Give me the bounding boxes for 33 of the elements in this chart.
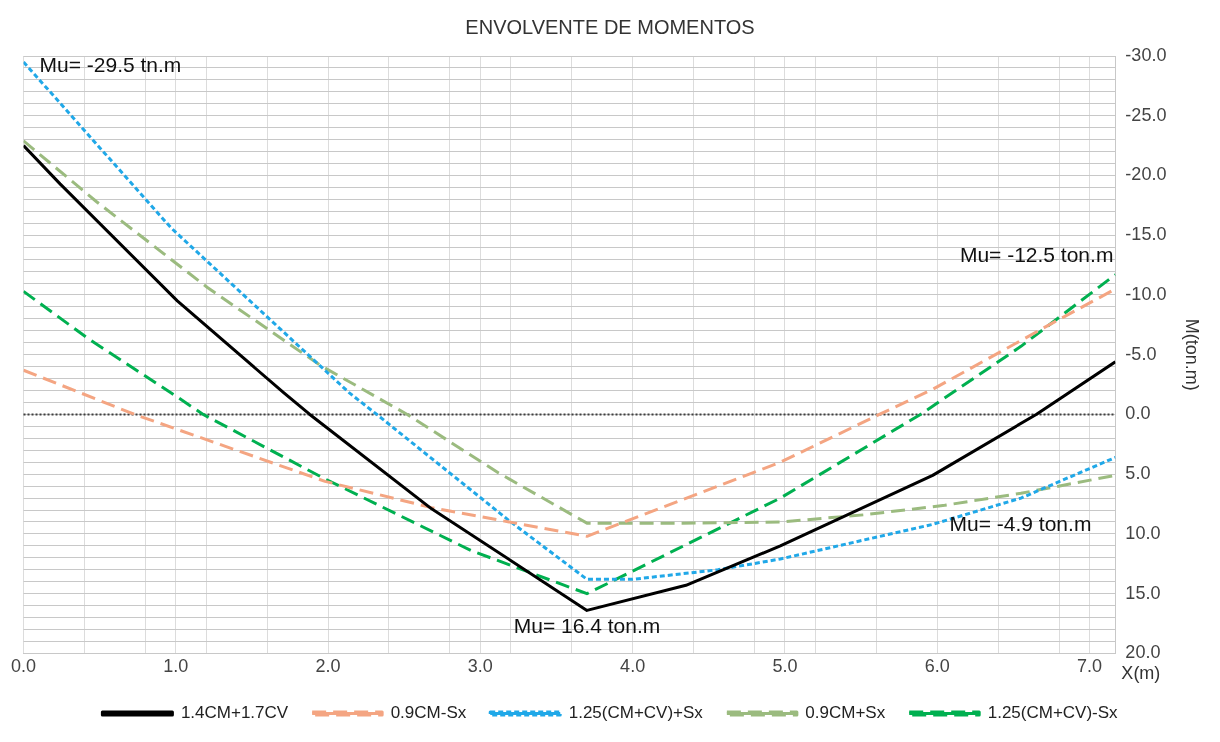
- y-tick-label: 0.0: [1125, 403, 1151, 424]
- annotation: Mu= -12.5 ton.m: [959, 242, 1114, 266]
- y-tick-label: -15.0: [1125, 224, 1167, 245]
- y-tick-label: -10.0: [1125, 283, 1167, 304]
- annotation: Mu= -4.9 ton.m: [949, 511, 1092, 535]
- legend-label: 0.9CM+Sx: [805, 703, 886, 723]
- legend-label: 1.4CM+1.7CV: [180, 703, 289, 723]
- y-tick-label: -25.0: [1125, 104, 1167, 125]
- x-tick-label: 1.0: [163, 656, 189, 677]
- y-tick-label: 20.0: [1125, 642, 1161, 663]
- y-tick-label: -20.0: [1125, 164, 1167, 185]
- line-series: [23, 60, 1116, 581]
- legend-label: 0.9CM-Sx: [390, 703, 467, 723]
- x-tick-label: 3.0: [467, 656, 493, 677]
- x-tick-label: 7.0: [1076, 656, 1102, 677]
- chart-title: ENVOLVENTE DE MOMENTOS: [465, 15, 755, 38]
- y-axis-title: M(ton.m): [1182, 318, 1203, 391]
- y-tick-label: 15.0: [1125, 582, 1161, 603]
- y-tick-label: 10.0: [1125, 522, 1161, 543]
- x-tick-label: 4.0: [620, 656, 646, 677]
- y-tick-label: 5.0: [1125, 463, 1151, 484]
- annotation: Mu= -29.5 tn.m: [39, 52, 182, 76]
- legend-label: 1.25(CM+CV)-Sx: [987, 703, 1119, 723]
- line-series: [23, 273, 1116, 596]
- x-tick-label: 2.0: [315, 656, 341, 677]
- x-tick-label: 6.0: [924, 656, 950, 677]
- y-tick-label: -5.0: [1125, 343, 1157, 364]
- annotation: Mu= 16.4 ton.m: [513, 613, 661, 637]
- x-tick-label: 0.0: [11, 656, 37, 677]
- legend-label: 1.25(CM+CV)+Sx: [568, 703, 704, 723]
- x-axis-title: X(m): [1121, 663, 1161, 684]
- x-tick-label: 5.0: [772, 656, 798, 677]
- y-tick-label: -30.0: [1125, 44, 1167, 65]
